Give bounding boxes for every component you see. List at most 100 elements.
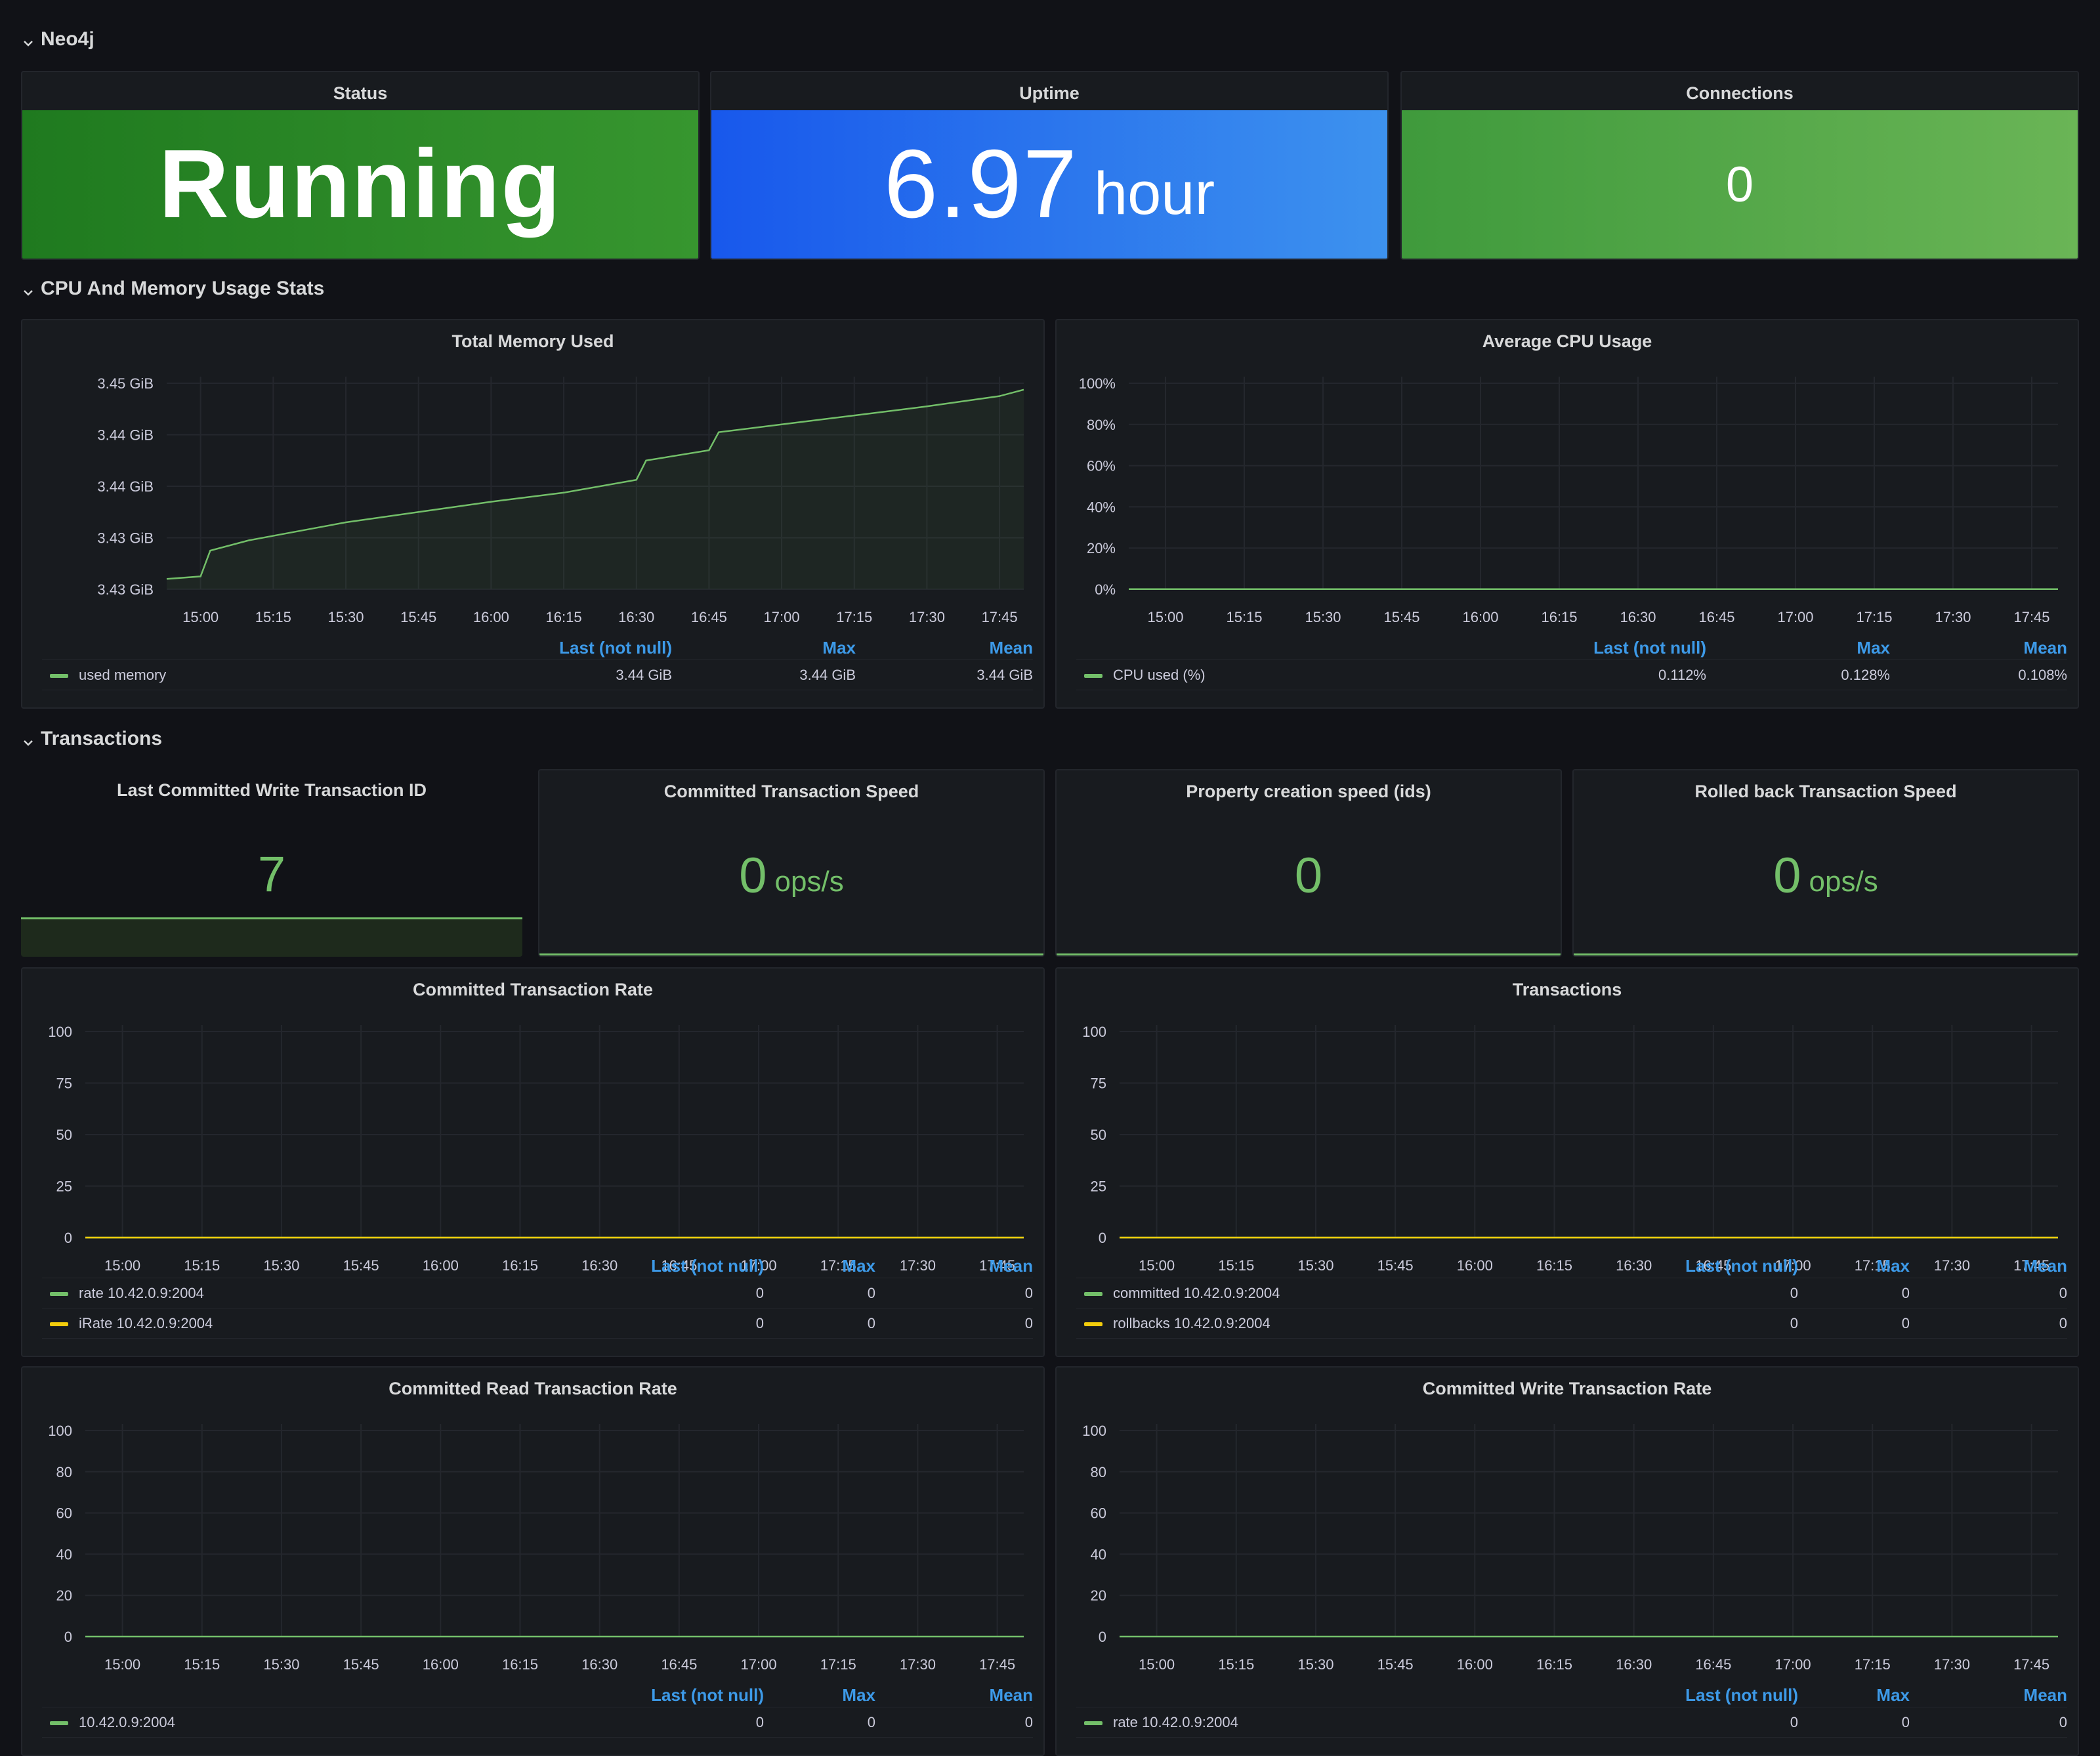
committed-rate-panel[interactable]: Committed Transaction Rate 100 75 50 25 0 15:0… bbox=[21, 967, 1045, 1357]
legend-header: Last (not null) Max Mean bbox=[42, 1681, 1033, 1707]
series-color-swatch[interactable] bbox=[1084, 674, 1102, 678]
legend-value-max: 0 bbox=[867, 1315, 875, 1331]
y-tick-label: 75 bbox=[56, 1076, 72, 1092]
last-write-tx-value: 7 bbox=[257, 846, 286, 902]
legend-row[interactable]: used memory 3.44 GiB 3.44 GiB 3.44 GiB bbox=[42, 660, 1033, 690]
legend-col-max[interactable]: Max bbox=[842, 1685, 875, 1705]
x-tick-label: 16:45 bbox=[1695, 1257, 1731, 1270]
series-name[interactable]: 10.42.0.9:2004 bbox=[79, 1714, 175, 1730]
rolledback-speed-panel[interactable]: Rolled back Transaction Speed 0 ops/s bbox=[1572, 769, 2079, 957]
series-name[interactable]: CPU used (%) bbox=[1113, 667, 1206, 683]
cpu-panel[interactable]: Average CPU Usage 100% 80% 60% 40% 20% 0% 15:00… bbox=[1055, 319, 2079, 709]
graph-canvas[interactable]: 100 75 50 25 0 15:00 15:15 15:30 15:45 16:00 16:15… bbox=[1057, 969, 2078, 1270]
series-color-swatch[interactable] bbox=[1084, 1721, 1102, 1725]
memory-panel[interactable]: Total Memory Used 3.45 GiB 3.44 GiB 3.44 Gi… bbox=[21, 319, 1045, 709]
y-tick-label: 100 bbox=[48, 1423, 72, 1439]
x-tick-label: 16:45 bbox=[661, 1656, 697, 1669]
legend-col-max[interactable]: Max bbox=[842, 1256, 875, 1276]
graph-canvas[interactable]: 100 75 50 25 0 15:00 15:15 15:30 15:45 16:00 16:15… bbox=[22, 969, 1043, 1270]
x-tick-label: 17:15 bbox=[1855, 1257, 1891, 1270]
legend-row[interactable]: CPU used (%) 0.112% 0.128% 0.108% bbox=[1076, 660, 2067, 690]
last-write-tx-panel[interactable]: Last Committed Write Transaction ID 7 bbox=[21, 769, 522, 957]
series-color-swatch[interactable] bbox=[1084, 1292, 1102, 1296]
write-rate-panel[interactable]: Committed Write Transaction Rate 100 80 60 4… bbox=[1055, 1366, 2079, 1756]
x-tick-label: 16:30 bbox=[581, 1257, 618, 1270]
read-rate-panel[interactable]: Committed Read Transaction Rate 100 80 60 40… bbox=[21, 1366, 1045, 1756]
legend-col-mean[interactable]: Mean bbox=[2023, 1256, 2067, 1276]
legend-col-last[interactable]: Last (not null) bbox=[1685, 1256, 1798, 1276]
y-tick-label: 100 bbox=[48, 1024, 72, 1040]
x-tick-label: 16:15 bbox=[1536, 1257, 1572, 1270]
legend-row[interactable]: rate 10.42.0.9:2004 0 0 0 bbox=[42, 1278, 1033, 1308]
connections-panel[interactable]: Connections 0 bbox=[1400, 71, 2079, 260]
uptime-panel[interactable]: Uptime 6.97 hour bbox=[710, 71, 1389, 260]
legend-col-last[interactable]: Last (not null) bbox=[651, 1685, 764, 1705]
legend-value-mean: 0 bbox=[2059, 1285, 2067, 1301]
property-speed-panel[interactable]: Property creation speed (ids) 0 bbox=[1055, 769, 1562, 957]
legend-col-last[interactable]: Last (not null) bbox=[651, 1256, 764, 1276]
row-header-neo4j[interactable]: Neo4j bbox=[22, 26, 94, 52]
y-tick-label: 20 bbox=[56, 1587, 72, 1604]
graph-canvas[interactable]: 100% 80% 60% 40% 20% 0% 15:00 15:15 15:30 15:45 16… bbox=[1057, 320, 2078, 622]
legend-table: Last (not null) Max Mean 10.42.0.9:2004 0 0 0 bbox=[42, 1681, 1033, 1738]
series-color-swatch[interactable] bbox=[1084, 1322, 1102, 1326]
legend-col-max[interactable]: Max bbox=[1857, 638, 1890, 658]
series-name[interactable]: committed 10.42.0.9:2004 bbox=[1113, 1285, 1280, 1301]
panel-title: Committed Write Transaction Rate bbox=[1422, 1379, 1712, 1398]
series-name[interactable]: iRate 10.42.0.9:2004 bbox=[79, 1315, 213, 1331]
legend-col-max[interactable]: Max bbox=[1876, 1685, 1910, 1705]
y-tick-label: 0 bbox=[1099, 1230, 1106, 1246]
legend-col-mean[interactable]: Mean bbox=[989, 638, 1033, 658]
x-tick-label: 17:45 bbox=[979, 1656, 1015, 1669]
row-header-transactions[interactable]: Transactions bbox=[22, 726, 162, 752]
x-tick-label: 17:00 bbox=[1777, 609, 1813, 622]
legend-row[interactable]: committed 10.42.0.9:2004 0 0 0 bbox=[1076, 1278, 2067, 1308]
legend-row[interactable]: 10.42.0.9:2004 0 0 0 bbox=[42, 1707, 1033, 1738]
x-tick-label: 15:00 bbox=[1139, 1257, 1175, 1270]
legend-value-last: 0 bbox=[755, 1285, 764, 1301]
series-color-swatch[interactable] bbox=[50, 1322, 68, 1326]
series-name[interactable]: used memory bbox=[79, 667, 167, 683]
x-tick-label: 16:00 bbox=[1457, 1656, 1493, 1669]
legend-col-last[interactable]: Last (not null) bbox=[1685, 1685, 1798, 1705]
series-color-swatch[interactable] bbox=[50, 1721, 68, 1725]
legend-col-last[interactable]: Last (not null) bbox=[559, 638, 672, 658]
x-tick-label: 17:30 bbox=[900, 1656, 936, 1669]
y-tick-label: 80% bbox=[1087, 417, 1116, 433]
series-color-swatch[interactable] bbox=[50, 674, 68, 678]
sparkline bbox=[539, 953, 1043, 955]
x-tick-label: 17:30 bbox=[1934, 1257, 1970, 1270]
legend-col-mean[interactable]: Mean bbox=[2023, 1685, 2067, 1705]
x-tick-label: 16:15 bbox=[1541, 609, 1577, 622]
series-name[interactable]: rate 10.42.0.9:2004 bbox=[1113, 1714, 1238, 1730]
x-tick-label: 15:45 bbox=[1377, 1656, 1414, 1669]
x-tick-label: 17:15 bbox=[836, 609, 872, 622]
legend-col-mean[interactable]: Mean bbox=[2023, 638, 2067, 658]
connections-value: 0 bbox=[1725, 156, 1754, 213]
series-name[interactable]: rate 10.42.0.9:2004 bbox=[79, 1285, 204, 1301]
committed-speed-panel[interactable]: Committed Transaction Speed 0 ops/s bbox=[538, 769, 1045, 957]
transactions-panel[interactable]: Transactions 100 75 50 25 0 15:00 15:15 15:30 15:… bbox=[1055, 967, 2079, 1357]
legend-col-max[interactable]: Max bbox=[822, 638, 856, 658]
legend-col-mean[interactable]: Mean bbox=[989, 1685, 1033, 1705]
y-tick-label: 60 bbox=[56, 1505, 72, 1522]
row-header-cpu-memory[interactable]: CPU And Memory Usage Stats bbox=[22, 276, 324, 302]
legend-col-mean[interactable]: Mean bbox=[989, 1256, 1033, 1276]
series-color-swatch[interactable] bbox=[50, 1292, 68, 1296]
y-tick-label: 75 bbox=[1091, 1076, 1106, 1092]
legend-row[interactable]: rollbacks 10.42.0.9:2004 0 0 0 bbox=[1076, 1308, 2067, 1339]
legend-value-mean: 0 bbox=[1024, 1315, 1033, 1331]
legend-col-last[interactable]: Last (not null) bbox=[1593, 638, 1706, 658]
legend-row[interactable]: rate 10.42.0.9:2004 0 0 0 bbox=[1076, 1707, 2067, 1738]
legend-row[interactable]: iRate 10.42.0.9:2004 0 0 0 bbox=[42, 1308, 1033, 1339]
graph-canvas[interactable]: 100 80 60 40 20 0 15:00 15:15 15:30 15:45 16:00 16:… bbox=[22, 1368, 1043, 1669]
legend-col-max[interactable]: Max bbox=[1876, 1256, 1910, 1276]
graph-canvas[interactable]: 3.45 GiB 3.44 GiB 3.44 GiB 3.43 GiB 3.43 GiB… bbox=[22, 320, 1043, 622]
status-panel[interactable]: Status Running bbox=[21, 71, 700, 260]
legend-value-last: 0.112% bbox=[1658, 667, 1706, 683]
graph-canvas[interactable]: 100 80 60 40 20 0 15:00 15:15 15:30 15:45 16:00 16:… bbox=[1057, 1368, 2078, 1669]
x-tick-label: 15:15 bbox=[184, 1656, 220, 1669]
panel-title: Last Committed Write Transaction ID bbox=[116, 780, 427, 800]
series-name[interactable]: rollbacks 10.42.0.9:2004 bbox=[1113, 1315, 1270, 1331]
x-tick-label: 17:00 bbox=[764, 609, 800, 622]
